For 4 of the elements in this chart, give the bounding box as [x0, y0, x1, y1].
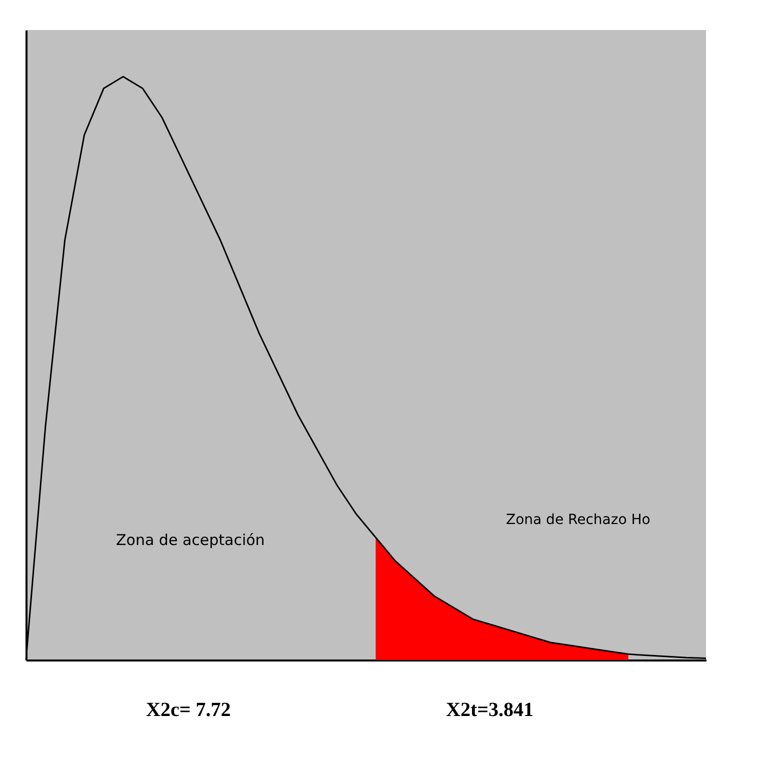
text: X2c= 7.72: [146, 699, 231, 721]
text: X2t=3.841: [446, 699, 534, 721]
annotation: Zona de Rechazo Ho: [506, 512, 650, 528]
annotation: Zona de aceptación: [116, 531, 265, 549]
